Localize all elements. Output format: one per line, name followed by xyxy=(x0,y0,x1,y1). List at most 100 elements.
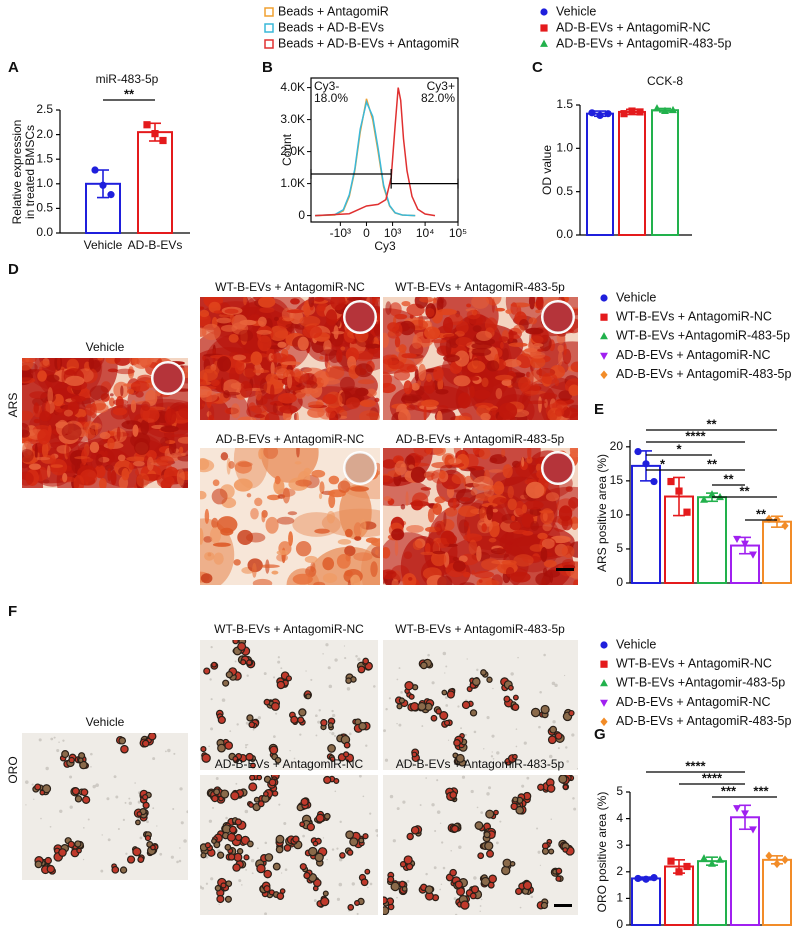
speck xyxy=(473,730,477,734)
lipid-cell xyxy=(201,753,211,763)
stain xyxy=(535,297,544,311)
stain xyxy=(307,407,325,418)
stain xyxy=(383,371,393,388)
well-inset xyxy=(542,301,574,333)
stain xyxy=(61,423,82,441)
speck xyxy=(439,888,442,891)
stain xyxy=(336,553,351,569)
lipid-cell xyxy=(142,794,149,801)
y-tick-label: 0.0 xyxy=(556,227,573,241)
stain xyxy=(436,297,444,313)
stain xyxy=(258,297,276,308)
stain xyxy=(64,369,76,376)
speck xyxy=(336,847,339,850)
speck xyxy=(476,806,479,809)
stain xyxy=(208,301,221,313)
speck xyxy=(139,836,143,840)
speck xyxy=(284,868,288,872)
stain xyxy=(391,528,405,541)
legend-label: AD-B-EVs + AntagomiR-NC xyxy=(616,348,771,362)
stain xyxy=(259,564,280,568)
lipid-cell xyxy=(383,906,390,915)
stain xyxy=(478,448,491,460)
legend-marker xyxy=(600,294,608,302)
stain xyxy=(224,308,239,314)
stain xyxy=(353,522,362,537)
stain xyxy=(270,384,275,401)
lipid-cell xyxy=(46,864,55,874)
lipid-cell xyxy=(483,831,491,839)
speck xyxy=(128,801,132,805)
speck xyxy=(245,721,249,725)
speck xyxy=(523,741,527,745)
lipid-cell xyxy=(237,641,247,651)
stain xyxy=(471,342,493,350)
speck xyxy=(280,872,283,874)
lipid-cell xyxy=(406,832,414,841)
speck xyxy=(152,807,155,810)
stain xyxy=(400,395,419,404)
stain xyxy=(401,353,417,359)
lipid-cell xyxy=(501,865,511,876)
speck xyxy=(385,708,388,711)
stain xyxy=(177,402,188,420)
stain xyxy=(42,479,50,484)
lipid-cell xyxy=(508,684,514,691)
speck xyxy=(245,746,247,749)
stain xyxy=(568,497,578,509)
stain xyxy=(204,551,215,561)
lipid-cell xyxy=(327,744,336,753)
stain xyxy=(279,405,298,414)
lipid-cell xyxy=(234,818,242,826)
stain xyxy=(325,365,345,380)
speck xyxy=(245,868,247,871)
lipid-cell xyxy=(408,693,415,700)
lipid-cell xyxy=(308,846,318,857)
speck xyxy=(159,852,163,856)
image-caption: WT-B-EVs + AntagomiR-483-5p xyxy=(395,280,565,294)
lipid-cell xyxy=(141,739,150,748)
point xyxy=(650,477,658,486)
legend-label: AD-B-EVs + AntagomiR-483-5p xyxy=(616,367,791,381)
stain xyxy=(513,554,534,567)
speck xyxy=(117,828,120,831)
legend-marker xyxy=(600,641,608,649)
point xyxy=(733,535,741,544)
well-inset xyxy=(152,362,184,394)
stain xyxy=(398,320,416,336)
stain xyxy=(472,448,480,455)
lipid-cell xyxy=(292,835,300,843)
stain xyxy=(393,369,411,381)
stain xyxy=(470,488,478,496)
stain xyxy=(274,475,281,485)
stain xyxy=(435,389,449,395)
speck xyxy=(571,733,575,737)
stain xyxy=(200,528,204,545)
lipid-cell xyxy=(285,675,292,682)
point xyxy=(634,874,642,883)
speck xyxy=(411,763,415,767)
stain xyxy=(213,310,223,314)
lipid-cell xyxy=(246,840,254,848)
y-tick-label: 0 xyxy=(616,917,623,931)
lipid-cell xyxy=(68,756,75,764)
stain xyxy=(383,459,397,469)
lipid-cell xyxy=(224,895,232,903)
stain xyxy=(463,521,470,527)
stain xyxy=(287,373,293,389)
lipid-cell xyxy=(360,878,369,887)
stain xyxy=(410,500,430,507)
stain xyxy=(403,380,413,395)
stain xyxy=(485,580,500,585)
stain xyxy=(561,558,576,570)
stain xyxy=(435,537,450,549)
speck xyxy=(170,855,174,859)
stain xyxy=(353,552,373,562)
y-tick-label: 2.5 xyxy=(36,102,53,116)
stain xyxy=(481,558,501,571)
speck xyxy=(427,653,430,657)
speck xyxy=(348,732,352,736)
y-tick-label: 3.0K xyxy=(280,112,305,126)
speck xyxy=(447,739,450,741)
stain xyxy=(418,313,424,330)
